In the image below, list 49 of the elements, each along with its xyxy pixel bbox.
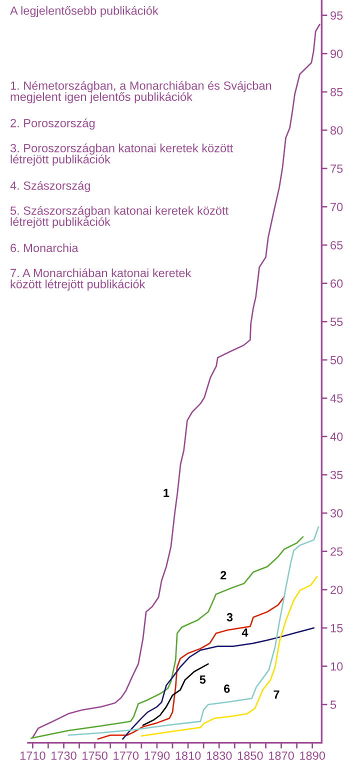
x-tick-label: 1810 xyxy=(176,751,201,760)
x-tick-label: 1890 xyxy=(300,751,325,760)
annotation: 2 xyxy=(220,571,226,580)
annotation: 4 xyxy=(242,628,248,637)
y-tick-label: 20 xyxy=(330,586,343,594)
y-tick-label: 60 xyxy=(330,279,343,288)
annotation: 3 xyxy=(226,613,233,622)
annotation: 2. Poroszország xyxy=(10,118,95,130)
chart-title: A legjelentősebb publikációk xyxy=(10,6,158,18)
line-series xyxy=(122,627,315,740)
y-tick-label: 80 xyxy=(330,126,343,135)
y-tick-label: 50 xyxy=(330,356,343,364)
annotation: 6 xyxy=(224,684,230,693)
y-tick-label: 15 xyxy=(330,624,343,632)
x-tick-label: 1750 xyxy=(82,751,108,760)
y-tick-label: 95 xyxy=(330,11,343,20)
y-tick-label: 70 xyxy=(330,202,343,212)
annotation: 3. Poroszországban katonai keretek között létrejött publikációk xyxy=(10,144,234,166)
x-tick-label: 1830 xyxy=(206,751,232,760)
y-tick-label: 85 xyxy=(330,88,343,96)
y-tick-label: 90 xyxy=(330,50,343,58)
annotation: 7. A Monarchiában katonai keretek között létrejött publikációk xyxy=(10,268,192,291)
annotation: 5 xyxy=(200,676,206,684)
y-tick-label: 5 xyxy=(330,700,336,709)
y-tick-label: 30 xyxy=(330,509,343,518)
x-tick-label: 1730 xyxy=(52,751,76,760)
line-series xyxy=(68,526,320,736)
y-tick-label: 35 xyxy=(330,470,343,480)
annotation: 1. Németországban, a Monarchiában és Svájcban megjelent igen jelentős publikációk xyxy=(10,81,272,104)
x-tick-label: 1790 xyxy=(144,751,170,760)
x-tick-label: 1770 xyxy=(114,751,139,760)
annotation: 7 xyxy=(274,690,280,699)
line-series xyxy=(142,663,209,726)
annotation: 4. Szászország xyxy=(10,181,90,192)
x-tick-label: 1870 xyxy=(269,751,294,760)
y-tick-label: 40 xyxy=(330,432,343,441)
line-series xyxy=(30,536,304,739)
y-tick-label: 65 xyxy=(330,241,343,250)
x-tick-label: 1710 xyxy=(20,751,46,760)
x-tick-label: 1850 xyxy=(238,751,263,760)
y-tick-label: 75 xyxy=(330,164,343,173)
y-tick-label: 55 xyxy=(330,318,343,326)
annotation: 6. Monarchia xyxy=(10,244,78,252)
annotation: 5. Szászországban katonai keretek között létrejött publikációk xyxy=(10,206,228,228)
y-tick-label: 10 xyxy=(330,662,343,671)
line-series xyxy=(97,596,286,740)
y-tick-label: 25 xyxy=(330,547,343,556)
annotation: 1 xyxy=(164,488,170,497)
y-tick-label: 45 xyxy=(330,394,343,403)
